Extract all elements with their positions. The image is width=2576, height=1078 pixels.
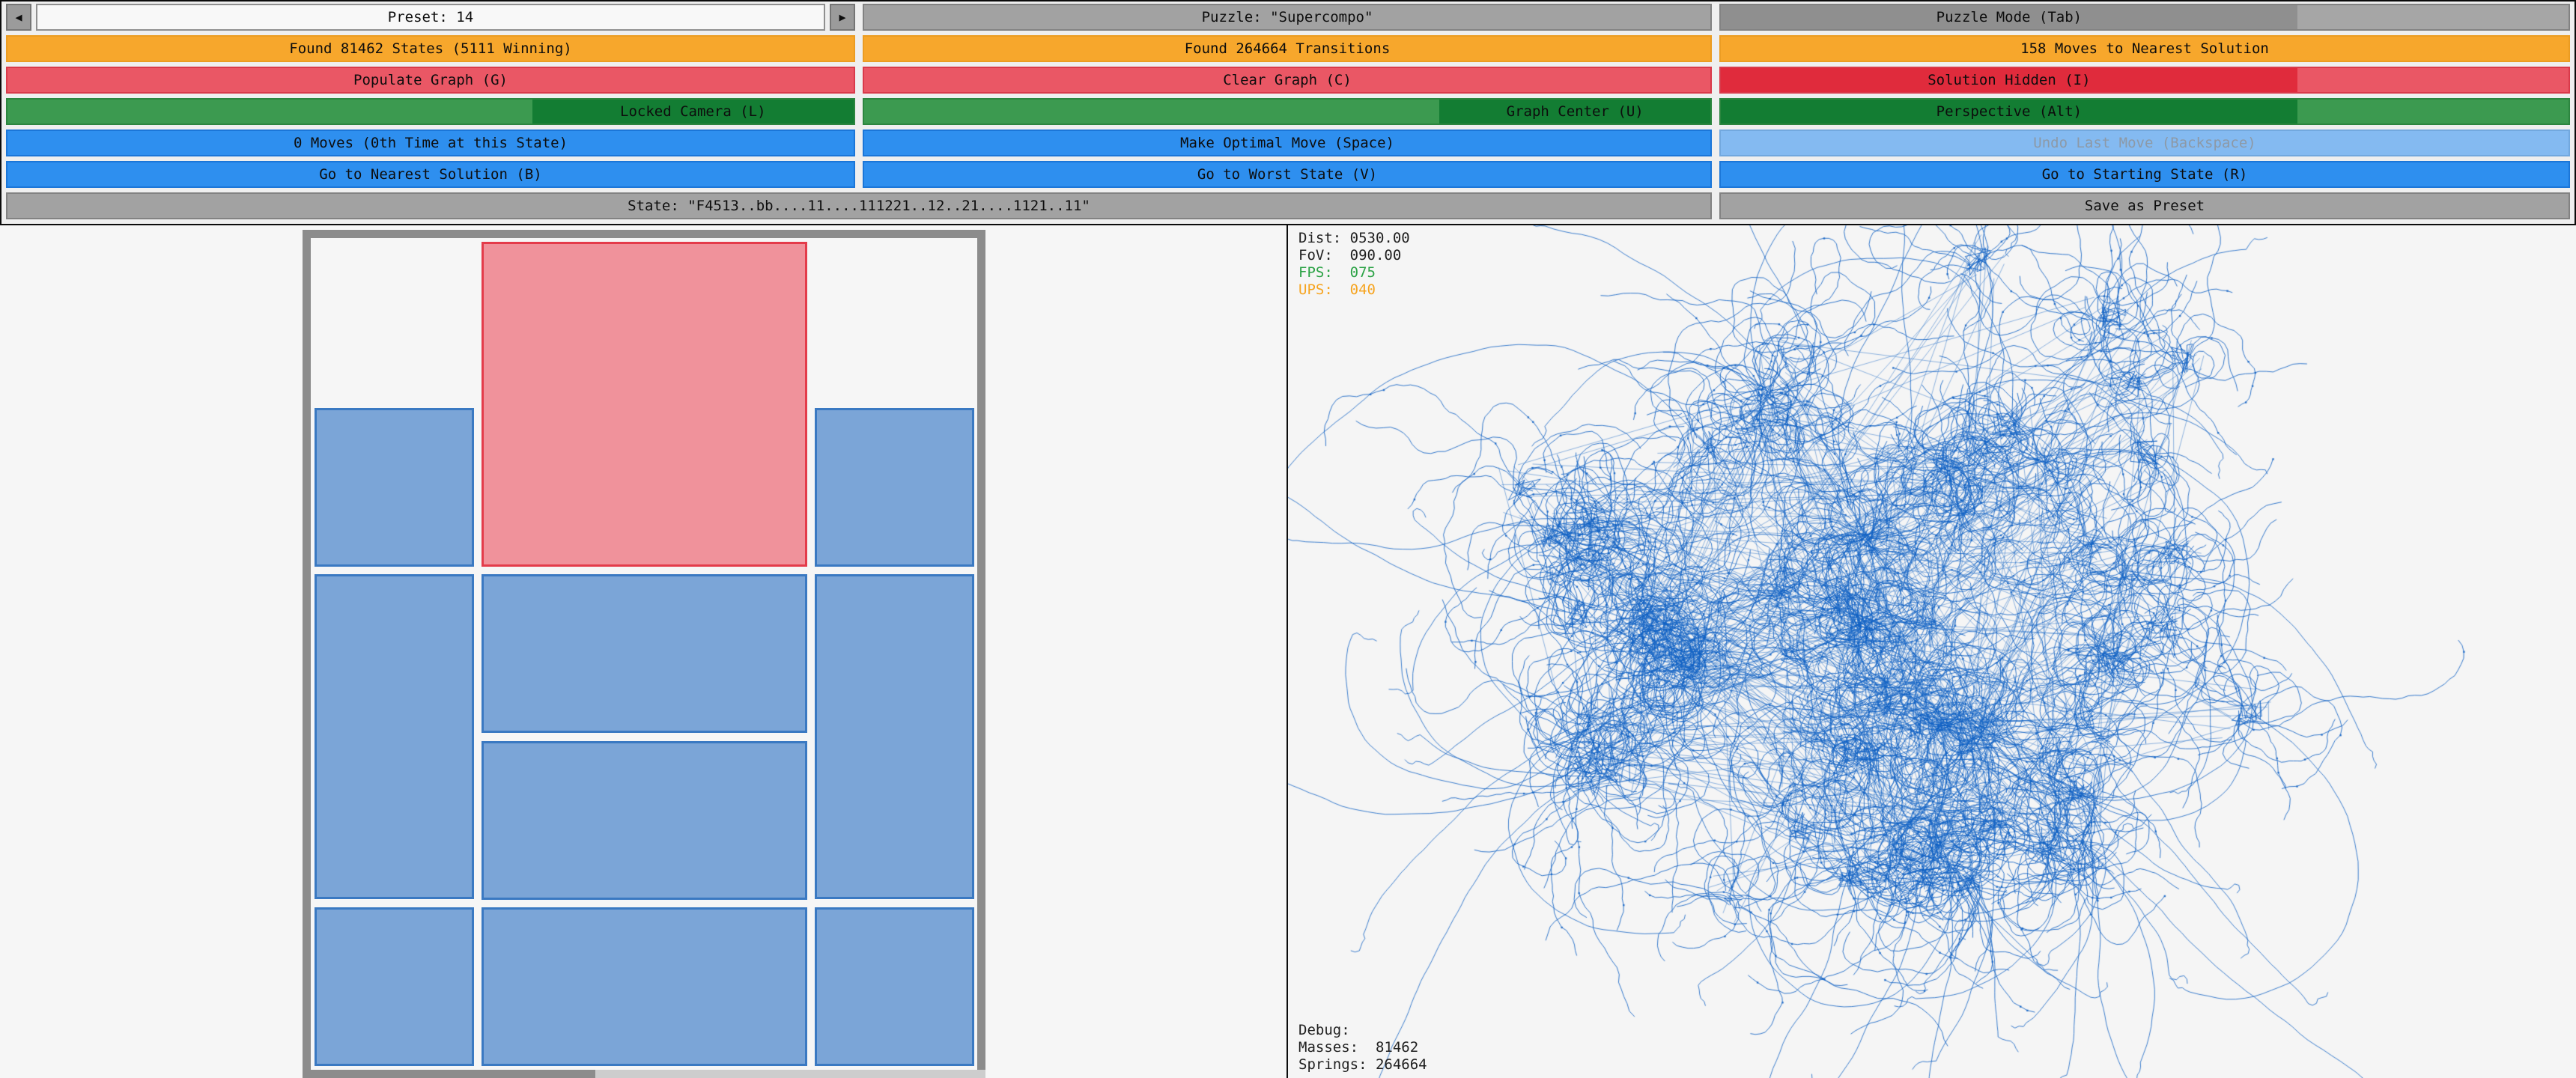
board-frame-patch	[595, 1070, 985, 1078]
solution-hidden-toggle[interactable]: Solution Hidden (I)	[1719, 67, 2570, 94]
make-optimal-move-label: Make Optimal Move (Space)	[1180, 135, 1394, 151]
perspective-label: Perspective (Alt)	[1936, 103, 2083, 120]
debug-readout: Debug: Masses: 81462 Springs: 264664	[1298, 1022, 1427, 1074]
moves-to-solution-label: 158 Moves to Nearest Solution	[2020, 40, 2269, 57]
fov-stat: FoV: 090.00	[1298, 247, 1402, 264]
save-as-preset-label: Save as Preset	[2084, 198, 2205, 214]
puzzle-piece-blue[interactable]	[815, 574, 974, 899]
clear-graph-label: Clear Graph (C)	[1223, 72, 1352, 88]
puzzle-piece-blue[interactable]	[315, 907, 474, 1066]
go-starting-state-button[interactable]: Go to Starting State (R)	[1719, 161, 2570, 188]
ups-stat: UPS: 040	[1298, 281, 1376, 298]
puzzle-board	[303, 230, 985, 1078]
puzzle-pieces-layer	[311, 238, 977, 1070]
puzzle-piece-blue[interactable]	[482, 574, 807, 733]
clear-graph-button[interactable]: Clear Graph (C)	[863, 67, 1712, 94]
locked-camera-toggle[interactable]: Locked Camera (L)	[6, 98, 855, 125]
preset-next-button[interactable]: ▶	[830, 4, 855, 31]
puzzle-piece-blue[interactable]	[815, 408, 974, 567]
puzzle-mode-active-segment	[1721, 5, 2297, 29]
locked-camera-active-segment	[532, 100, 854, 124]
puzzle-piece-blue[interactable]	[482, 741, 807, 900]
debug-springs: Springs: 264664	[1298, 1056, 1427, 1073]
puzzle-piece-blue[interactable]	[315, 408, 474, 567]
go-starting-state-label: Go to Starting State (R)	[2041, 166, 2248, 183]
make-optimal-move-button[interactable]: Make Optimal Move (Space)	[863, 130, 1712, 156]
viewport-stats: Dist: 0530.00 FoV: 090.00 FPS: 075 UPS: …	[1298, 230, 1410, 299]
solution-hidden-active-segment	[1721, 68, 2297, 92]
save-as-preset-button[interactable]: Save as Preset	[1719, 192, 2570, 219]
solution-hidden-label: Solution Hidden (I)	[1928, 72, 2091, 88]
state-display: State: "F4513..bb....11....111221..12..2…	[6, 192, 1712, 219]
found-transitions-status: Found 264664 Transitions	[863, 35, 1712, 62]
state-string-label: State: "F4513..bb....11....111221..12..2…	[628, 198, 1090, 214]
puzzle-name-display: Puzzle: "Supercompo"	[863, 4, 1712, 31]
go-worst-state-button[interactable]: Go to Worst State (V)	[863, 161, 1712, 188]
right-arrow-icon: ▶	[839, 10, 846, 24]
go-nearest-solution-label: Go to Nearest Solution (B)	[319, 166, 542, 183]
undo-last-move-button[interactable]: Undo Last Move (Backspace)	[1719, 130, 2570, 156]
dist-stat: Dist: 0530.00	[1298, 230, 1410, 246]
fps-stat: FPS: 075	[1298, 264, 1376, 281]
graph-center-toggle[interactable]: Graph Center (U)	[863, 98, 1712, 125]
preset-label: Preset: 14	[387, 9, 474, 25]
found-transitions-label: Found 264664 Transitions	[1184, 40, 1391, 57]
found-states-label: Found 81462 States (5111 Winning)	[289, 40, 572, 57]
puzzle-piece-blue[interactable]	[315, 574, 474, 899]
puzzle-panel	[0, 224, 1287, 1078]
graph-viewport[interactable]: Dist: 0530.00 FoV: 090.00 FPS: 075 UPS: …	[1287, 224, 2576, 1078]
preset-prev-button[interactable]: ◀	[6, 4, 31, 31]
preset-field[interactable]: Preset: 14	[36, 4, 825, 31]
puzzle-piece-blue[interactable]	[482, 907, 807, 1066]
puzzle-mode-toggle[interactable]: Puzzle Mode (Tab)	[1719, 4, 2570, 31]
graph-center-active-segment	[1439, 100, 1710, 124]
left-arrow-icon: ◀	[15, 10, 22, 24]
perspective-active-segment	[1721, 100, 2297, 124]
go-nearest-solution-button[interactable]: Go to Nearest Solution (B)	[6, 161, 855, 188]
debug-title: Debug:	[1298, 1022, 1350, 1038]
puzzle-piece-red[interactable]	[482, 242, 807, 567]
puzzle-mode-label: Puzzle Mode (Tab)	[1936, 9, 2083, 25]
populate-graph-button[interactable]: Populate Graph (G)	[6, 67, 855, 94]
moves-counter-display: 0 Moves (0th Time at this State)	[6, 130, 855, 156]
found-states-status: Found 81462 States (5111 Winning)	[6, 35, 855, 62]
locked-camera-label: Locked Camera (L)	[620, 103, 766, 120]
moves-to-solution-status: 158 Moves to Nearest Solution	[1719, 35, 2570, 62]
perspective-toggle[interactable]: Perspective (Alt)	[1719, 98, 2570, 125]
debug-masses: Masses: 81462	[1298, 1039, 1419, 1056]
puzzle-piece-blue[interactable]	[815, 907, 974, 1066]
moves-counter-label: 0 Moves (0th Time at this State)	[293, 135, 568, 151]
graph-center-label: Graph Center (U)	[1506, 103, 1644, 120]
go-worst-state-label: Go to Worst State (V)	[1197, 166, 1378, 183]
puzzle-name-label: Puzzle: "Supercompo"	[1201, 9, 1373, 25]
state-graph-canvas[interactable]	[1288, 225, 2576, 1078]
undo-last-move-label: Undo Last Move (Backspace)	[2033, 135, 2256, 151]
populate-graph-label: Populate Graph (G)	[353, 72, 508, 88]
